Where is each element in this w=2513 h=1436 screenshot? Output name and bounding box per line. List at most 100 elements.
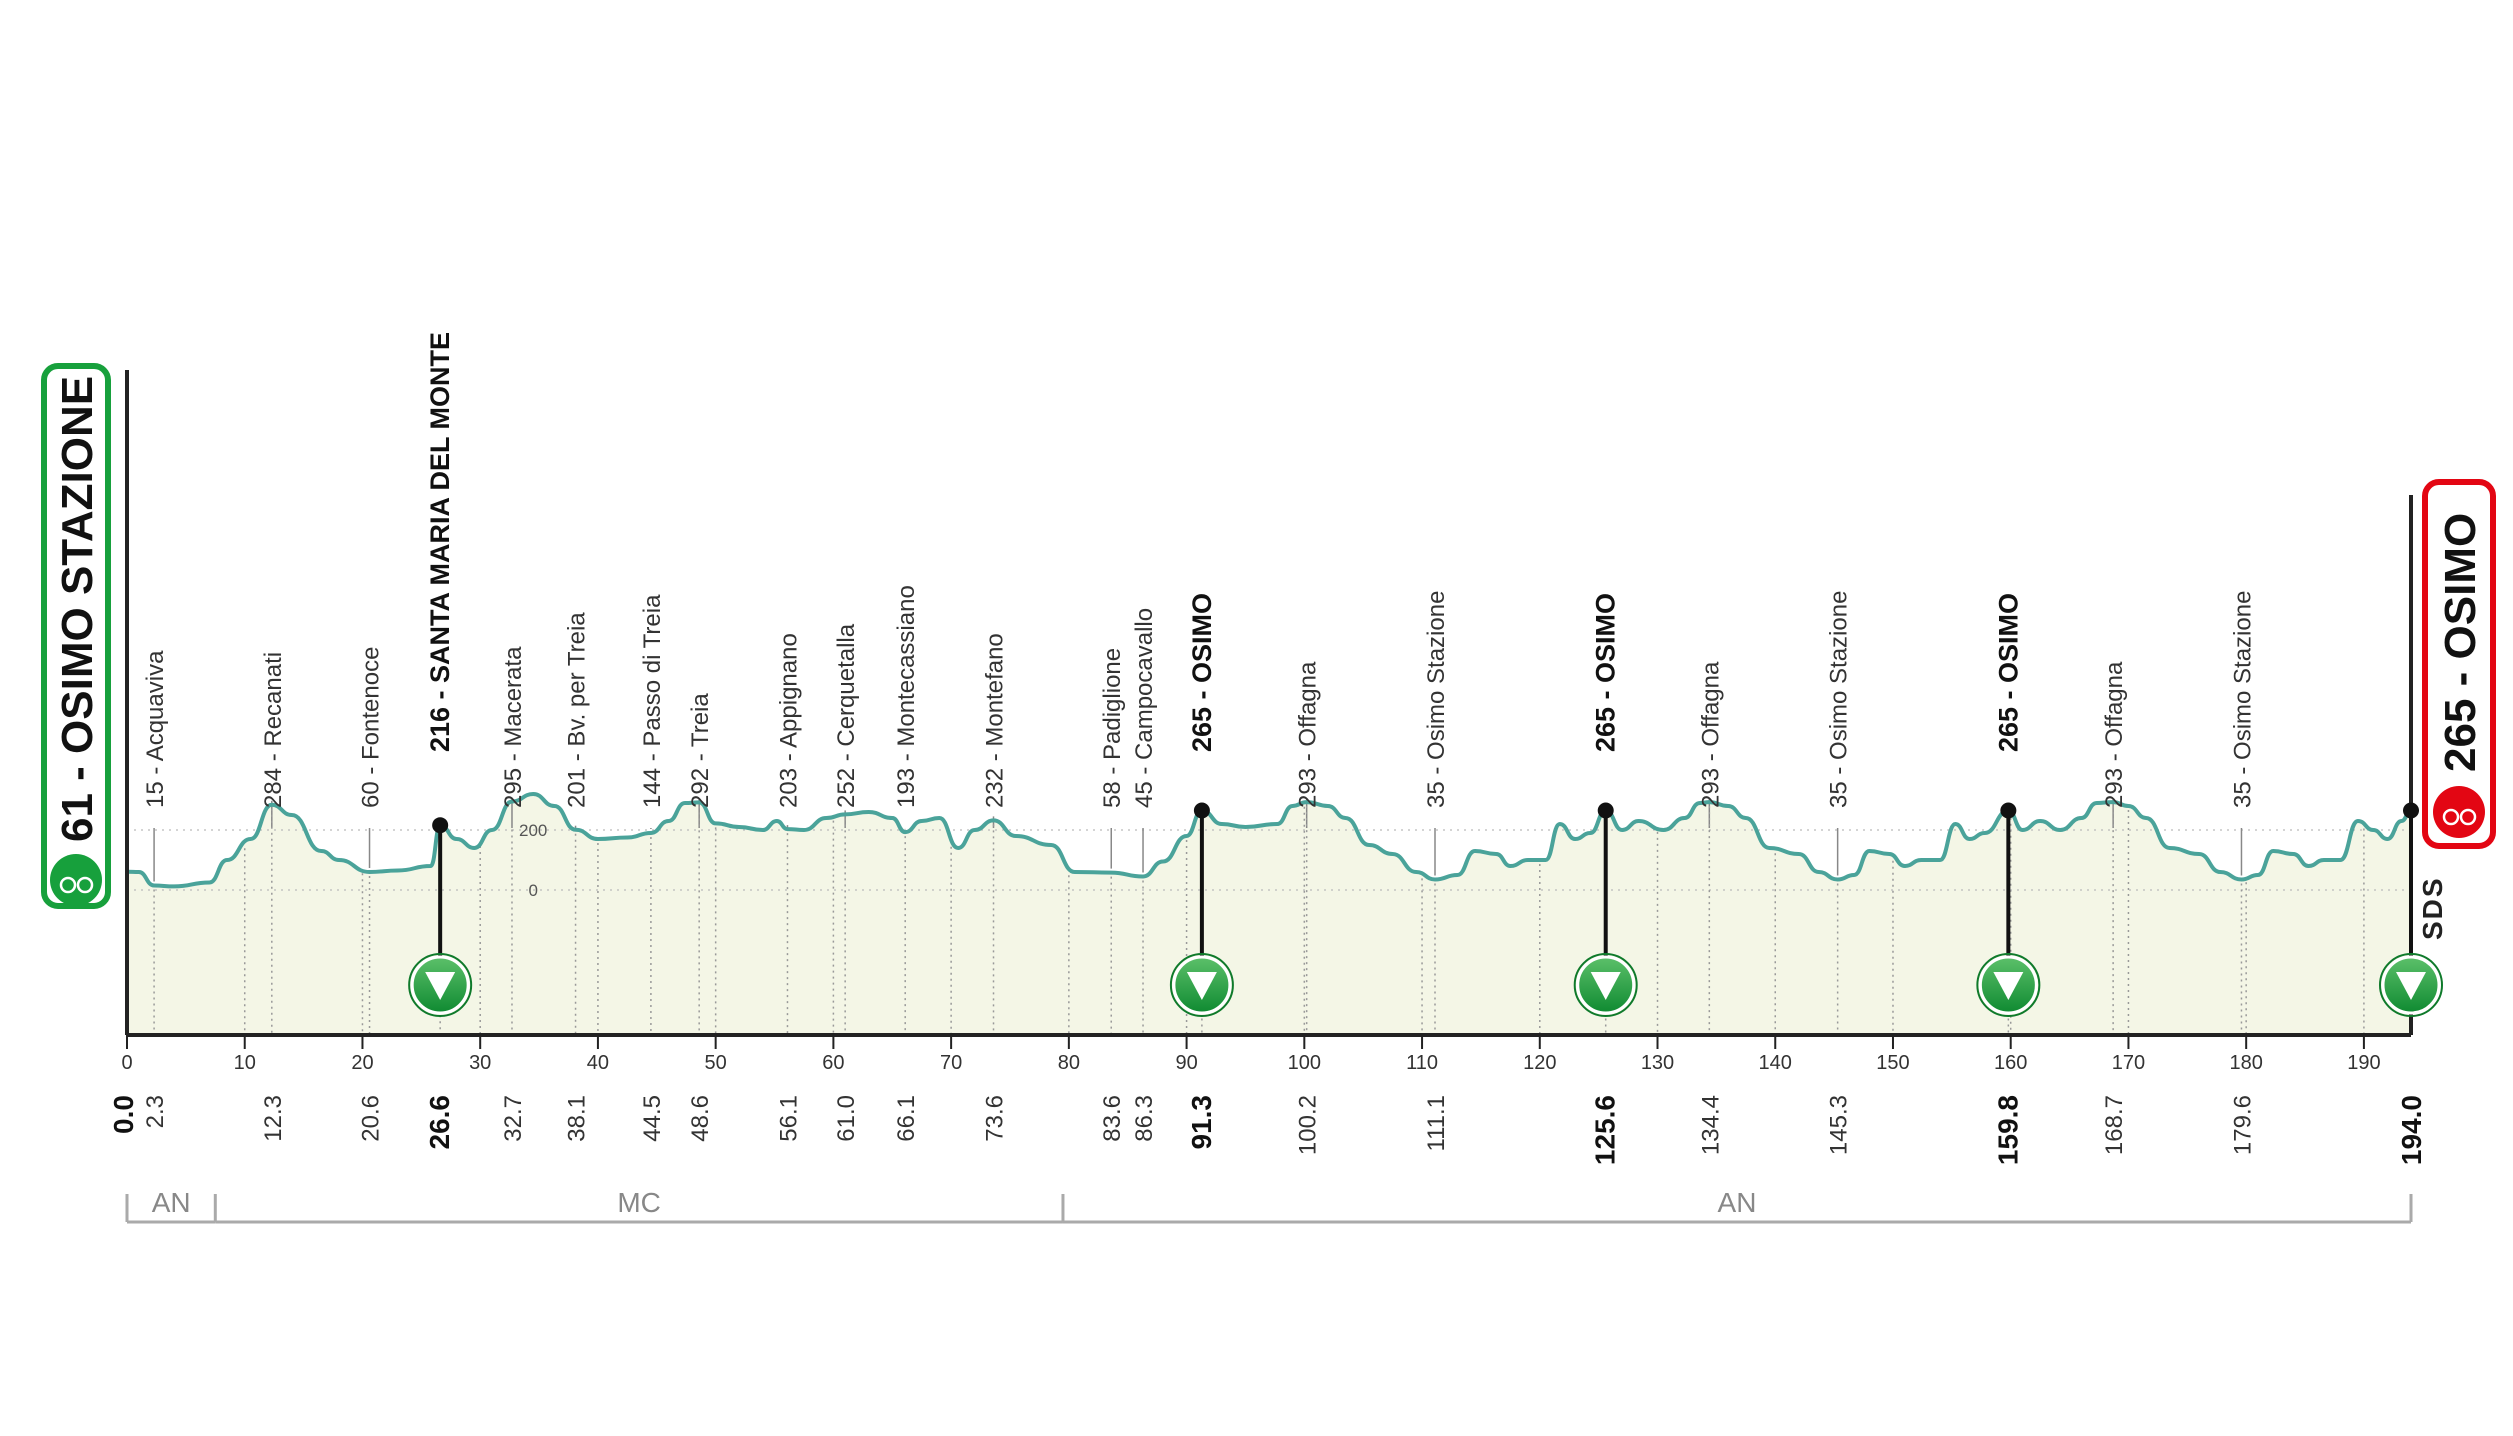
waypoint-label: 293 - Offagna	[1295, 661, 1322, 808]
marker-ring	[408, 953, 473, 1017]
waypoint-label: 35 - Osimo Stazione	[1423, 591, 1450, 808]
km-label: 56.1	[776, 1095, 803, 1142]
start-icon-disc	[50, 854, 102, 906]
waypoint-label: 15 - Acquaviva	[142, 650, 169, 808]
x-tick-label: 100	[1288, 1052, 1321, 1074]
x-tick-label: 20	[351, 1052, 373, 1074]
km-label: 32.7	[500, 1095, 527, 1142]
x-tick-label: 80	[1058, 1052, 1080, 1074]
km-label: 48.6	[687, 1095, 714, 1142]
start-label: 61 - OSIMO STAZIONE	[53, 376, 102, 842]
km-label: 2.3	[142, 1095, 169, 1128]
waypoint-label: 265 - OSIMO	[1187, 593, 1217, 752]
km-label: 44.5	[639, 1095, 666, 1142]
km-label: 100.2	[1295, 1095, 1322, 1155]
x-tick-label: 0	[121, 1052, 132, 1074]
waypoint-label: 293 - Offagna	[1697, 661, 1724, 808]
x-tick-label: 60	[822, 1052, 844, 1074]
km-label: 83.6	[1099, 1095, 1126, 1142]
finish-bike-icon	[2442, 808, 2460, 826]
waypoint-label: 201 - Bv. per Treia	[564, 612, 591, 808]
waypoint-label: 45 - Campocavallo	[1131, 608, 1158, 808]
waypoint-label: 265 - OSIMO	[1591, 593, 1621, 752]
x-tick-label: 70	[940, 1052, 962, 1074]
x-tick-label: 160	[1994, 1052, 2027, 1074]
km-label: 26.6	[424, 1095, 455, 1150]
km-label: 12.3	[260, 1095, 287, 1142]
km-label: 168.7	[2101, 1095, 2128, 1155]
km-label: 91.3	[1186, 1095, 1217, 1150]
finish-label: 265 - OSIMO	[2436, 513, 2485, 772]
waypoint-label: 216 - SANTA MARIA DEL MONTE	[425, 332, 455, 752]
marker-triangle-icon	[1186, 972, 1217, 1000]
km-label: 61.0	[833, 1095, 860, 1142]
marker-dot	[1193, 802, 1210, 819]
province-label: AN	[152, 1187, 191, 1218]
waypoint-label: 58 - Padiglione	[1099, 648, 1126, 808]
waypoint-label: 293 - Offagna	[2101, 661, 2128, 808]
marker-ring	[2379, 953, 2443, 1017]
x-tick-label: 180	[2229, 1052, 2262, 1074]
marker-dot	[2403, 802, 2419, 819]
marker-dot	[2000, 802, 2017, 819]
brand-logo: SDS	[2417, 876, 2448, 940]
marker-ring	[1573, 953, 1638, 1017]
km-label: 111.1	[1423, 1095, 1450, 1152]
waypoint-label: 144 - Passo di Treia	[639, 594, 666, 808]
marker-ring	[1976, 953, 2041, 1017]
km-label: 20.6	[358, 1095, 385, 1142]
start-km-label: 0.0	[108, 1095, 139, 1134]
km-label: 73.6	[982, 1095, 1009, 1142]
marker-triangle-icon	[1590, 972, 1621, 1000]
x-tick-label: 170	[2112, 1052, 2145, 1074]
km-label: 38.1	[564, 1095, 591, 1142]
finish-icon-disc	[2433, 786, 2485, 838]
marker-dot	[432, 817, 449, 834]
finish-km-label: 194.0	[2396, 1095, 2427, 1165]
start-bike-icon	[59, 876, 77, 894]
km-label: 179.6	[2230, 1095, 2257, 1155]
x-tick-label: 150	[1876, 1052, 1909, 1074]
waypoint-label: 35 - Osimo Stazione	[2230, 591, 2257, 808]
x-tick-label: 90	[1175, 1052, 1197, 1074]
x-tick-label: 10	[234, 1052, 256, 1074]
km-label: 145.3	[1826, 1095, 1853, 1155]
profile-line	[126, 792, 2412, 889]
waypoint-label: 60 - Fontenoce	[358, 647, 385, 808]
start-bike-wheel-icon	[76, 876, 94, 894]
x-tick-label: 140	[1759, 1052, 1792, 1074]
marker-triangle-icon	[1993, 972, 2024, 1000]
marker-dot	[1597, 802, 1614, 819]
marker-ring	[1169, 953, 1234, 1017]
waypoint-label: 265 - OSIMO	[1993, 593, 2023, 752]
km-label: 159.8	[1992, 1095, 2023, 1165]
province-label: MC	[617, 1187, 661, 1218]
x-tick-label: 50	[705, 1052, 727, 1074]
x-tick-label: 40	[587, 1052, 609, 1074]
province-label: AN	[1718, 1187, 1757, 1218]
x-tick-label: 120	[1523, 1052, 1556, 1074]
x-tick-label: 190	[2347, 1052, 2380, 1074]
waypoint-label: 232 - Montefano	[982, 633, 1009, 808]
marker-triangle-icon	[2396, 972, 2426, 1000]
km-label: 86.3	[1131, 1095, 1158, 1142]
altitude-ref-label: 0	[528, 881, 537, 900]
waypoint-label: 35 - Osimo Stazione	[1826, 591, 1853, 808]
profile-area	[127, 794, 2411, 1035]
x-tick-label: 130	[1641, 1052, 1674, 1074]
altitude-ref-label: 200	[519, 821, 547, 840]
km-label: 134.4	[1697, 1095, 1724, 1155]
x-tick-label: 30	[469, 1052, 491, 1074]
km-label: 125.6	[1590, 1095, 1621, 1165]
finish-bike-wheel-icon	[2459, 808, 2477, 826]
waypoint-label: 203 - Appignano	[776, 633, 803, 808]
waypoint-label: 193 - Montecassiano	[893, 585, 920, 808]
waypoint-label: 252 - Cerquetalla	[833, 623, 860, 808]
finish-badge	[2422, 479, 2496, 849]
waypoint-label: 292 - Treia	[687, 693, 714, 808]
waypoint-label: 284 - Recanati	[260, 652, 287, 808]
x-tick-label: 110	[1406, 1052, 1438, 1074]
km-label: 66.1	[893, 1095, 920, 1142]
marker-triangle-icon	[425, 972, 456, 1000]
